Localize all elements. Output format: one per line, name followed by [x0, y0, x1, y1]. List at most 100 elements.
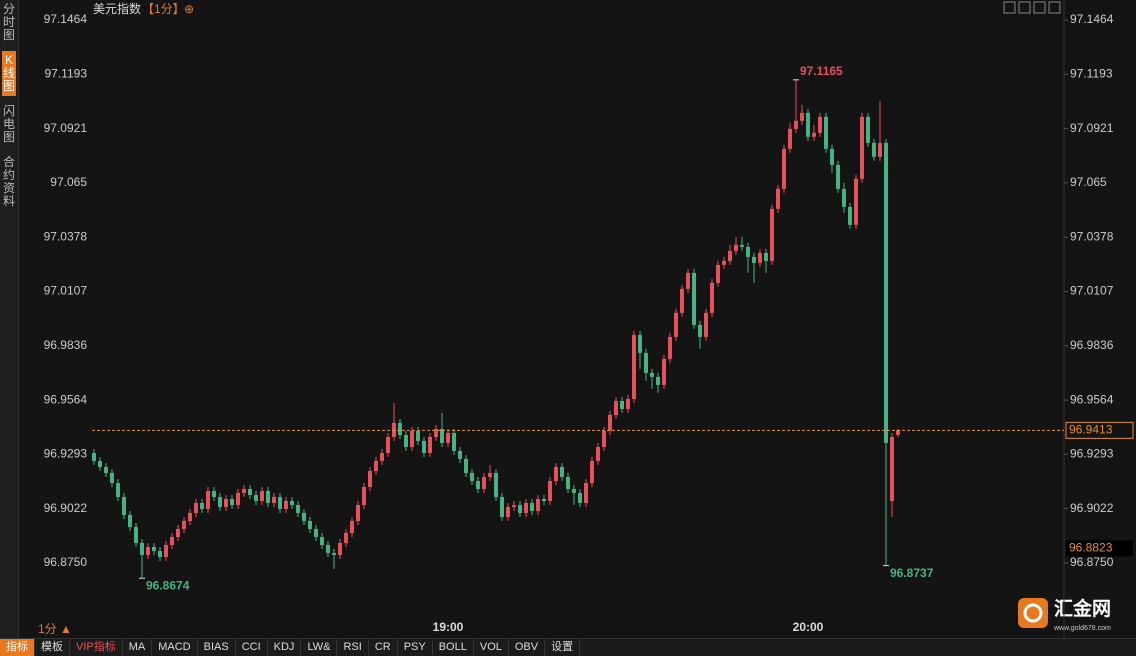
logo-mark — [1023, 603, 1043, 623]
candle-body — [800, 112, 804, 121]
toolbar-item[interactable]: MA — [123, 639, 153, 656]
candle-body — [296, 504, 300, 513]
y-tick-label: 96.8750 — [1070, 555, 1114, 569]
candle-body — [614, 400, 618, 415]
side-tab[interactable]: 合约资料 — [2, 155, 15, 208]
toolbar-item[interactable]: PSY — [398, 639, 433, 656]
toolbar-item[interactable]: LW& — [301, 639, 338, 656]
toolbar-item[interactable]: CR — [369, 639, 398, 656]
candle-body — [332, 552, 336, 555]
annotation: 96.8674 — [146, 578, 190, 592]
candle-body — [158, 550, 162, 557]
candle-body — [134, 526, 138, 543]
candle-body — [92, 452, 96, 461]
side-tab[interactable]: 分时图 — [2, 2, 15, 42]
period-switch[interactable]: 1分 ▲ — [38, 622, 72, 636]
side-tab[interactable]: 闪电图 — [2, 104, 15, 144]
sidebar: 分时图 K线图闪电图合约资料 — [0, 0, 19, 638]
candle-body — [638, 334, 642, 353]
candle-body — [242, 488, 246, 493]
last-price-label: 96.9413 — [1069, 423, 1113, 437]
candle-body — [212, 490, 216, 497]
candle-body — [890, 436, 894, 501]
candle-body — [110, 472, 114, 483]
toolbar-item[interactable]: OBV — [509, 639, 546, 656]
candle-body — [368, 470, 372, 487]
candle-body — [458, 450, 462, 459]
candle-body — [818, 116, 822, 133]
candle-body — [302, 512, 306, 521]
y-tick-label: 97.1193 — [45, 66, 88, 80]
candle-body — [224, 498, 228, 507]
candle-body — [494, 472, 498, 497]
toolbar-item[interactable]: RSI — [337, 639, 369, 656]
candle-body — [848, 206, 852, 225]
toolbar-item[interactable]: BIAS — [198, 639, 236, 656]
candle-body — [728, 250, 732, 261]
toolbar-item[interactable]: 设置 — [545, 639, 581, 656]
candle-body — [452, 432, 456, 451]
y-tick-label: 96.9564 — [44, 392, 88, 406]
candle-body — [386, 436, 390, 453]
candle-body — [590, 460, 594, 483]
candle-body — [188, 512, 192, 521]
toolbar-item[interactable]: VOL — [474, 639, 509, 656]
period: 【1分】 — [142, 2, 185, 16]
logo-name: 汇金网 — [1054, 597, 1111, 620]
candle-body — [578, 492, 582, 503]
candle-body — [878, 142, 882, 157]
candle-body — [860, 116, 864, 179]
candle-body — [356, 504, 360, 521]
candle-body — [416, 430, 420, 441]
toolbar-item[interactable]: CCI — [236, 639, 268, 656]
candle-body — [752, 256, 756, 263]
y-tick-label: 97.0921 — [44, 121, 88, 135]
candle-body — [812, 132, 816, 137]
annotation: 96.8737 — [890, 566, 934, 580]
candle-body — [506, 506, 510, 517]
toolbar-item[interactable]: 模板 — [35, 639, 70, 656]
candle-body — [350, 520, 354, 533]
icon[interactable]: ⊕ — [184, 2, 194, 16]
marker-box — [1066, 540, 1133, 557]
candle-body — [746, 246, 750, 257]
candle-body — [770, 208, 774, 261]
candle-body — [326, 544, 330, 553]
candle-body — [290, 500, 294, 505]
candle-body — [884, 142, 888, 443]
candle-body — [482, 476, 486, 489]
x-tick-label: 19:00 — [433, 620, 464, 634]
candle-body — [164, 544, 168, 557]
candle-body — [104, 466, 108, 473]
toolbar-item[interactable]: VIP指标 — [70, 639, 123, 656]
candle-body — [710, 282, 714, 313]
y-tick-label: 96.9836 — [1070, 338, 1114, 352]
y-tick-label: 96.9022 — [44, 501, 88, 515]
y-tick-label: 97.0378 — [44, 229, 88, 243]
candle-body — [668, 336, 672, 359]
candle-body — [686, 272, 690, 289]
toolbar-item[interactable]: KDJ — [268, 639, 302, 656]
candle-body — [176, 528, 180, 537]
candle-body — [98, 460, 102, 467]
side-tab[interactable]: K线图 — [2, 51, 16, 96]
candle-body — [536, 498, 540, 511]
toolbar-item[interactable]: MACD — [152, 639, 198, 656]
candle-body — [380, 452, 384, 461]
candle-body — [716, 264, 720, 283]
candle-body — [230, 498, 234, 505]
candle-body — [476, 480, 480, 489]
last-price-box — [1065, 421, 1134, 439]
toolbar-item[interactable]: 指标 — [0, 639, 35, 656]
y-tick-label: 97.0107 — [44, 284, 88, 298]
candle-body — [584, 482, 588, 503]
marker-label: 96.8823 — [1069, 541, 1113, 555]
y-tick-label: 96.9293 — [1070, 447, 1114, 461]
toolbar-item[interactable]: BOLL — [433, 639, 474, 656]
candle-body — [152, 546, 156, 551]
candle-body — [320, 536, 324, 545]
candle-body — [266, 490, 270, 503]
candle-body — [308, 520, 312, 529]
y-tick-label: 97.065 — [50, 175, 87, 189]
